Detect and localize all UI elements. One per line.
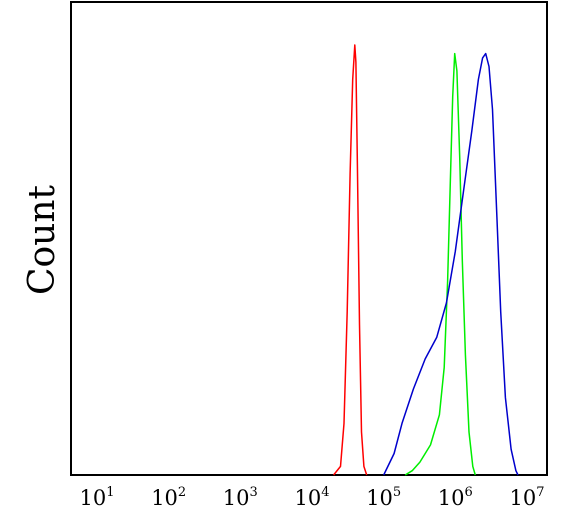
x-tick-label: 107 [509, 485, 544, 510]
x-tick-exponent: 3 [250, 485, 258, 500]
x-tick-exponent: 4 [321, 485, 329, 500]
x-tick-exponent: 1 [106, 485, 114, 500]
x-tick-base: 10 [438, 486, 465, 510]
histogram-series-1 [333, 44, 368, 476]
x-tick-base: 10 [509, 486, 536, 510]
x-tick-label: 101 [79, 485, 114, 510]
y-axis-label: Count [22, 184, 63, 295]
x-tick-base: 10 [151, 486, 178, 510]
series-layer [333, 44, 519, 476]
x-tick-label: 103 [223, 485, 258, 510]
x-tick-exponent: 5 [393, 485, 401, 500]
x-tick-base: 10 [294, 486, 321, 510]
histogram-series-3 [383, 52, 519, 476]
histogram-series-2 [404, 52, 477, 476]
x-tick-exponent: 2 [178, 485, 186, 500]
x-tick-base: 10 [223, 486, 250, 510]
x-tick-exponent: 7 [536, 485, 544, 500]
x-tick-label: 105 [366, 485, 401, 510]
plot-frame [70, 1, 548, 476]
x-axis-ticks: 101 102 103 104 105 106 107 [79, 485, 544, 510]
x-tick-base: 10 [366, 486, 393, 510]
x-tick-base: 10 [79, 486, 106, 510]
x-tick-label: 104 [294, 485, 329, 510]
x-tick-exponent: 6 [465, 485, 473, 500]
x-tick-label: 106 [438, 485, 473, 510]
x-tick-label: 102 [151, 485, 186, 510]
